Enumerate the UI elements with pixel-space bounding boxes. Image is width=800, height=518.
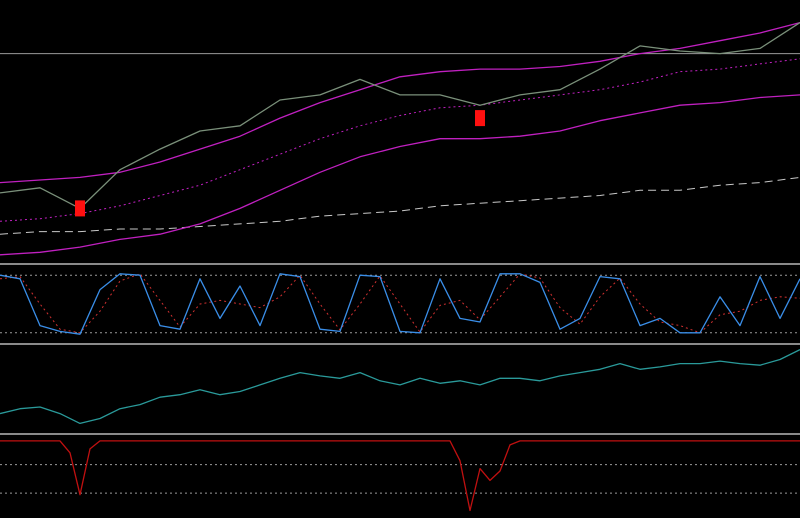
series-line [0,176,800,235]
series-line [0,273,800,335]
panel-separator [0,343,800,345]
series-line [0,349,800,425]
panel-separator [0,433,800,435]
series-line [0,22,800,210]
signal-marker [475,110,485,127]
series-line [0,440,800,512]
panel-separator [0,263,800,265]
series-line [0,58,800,222]
series-line [0,21,800,184]
series-line [0,94,800,256]
signal-marker [75,200,85,217]
